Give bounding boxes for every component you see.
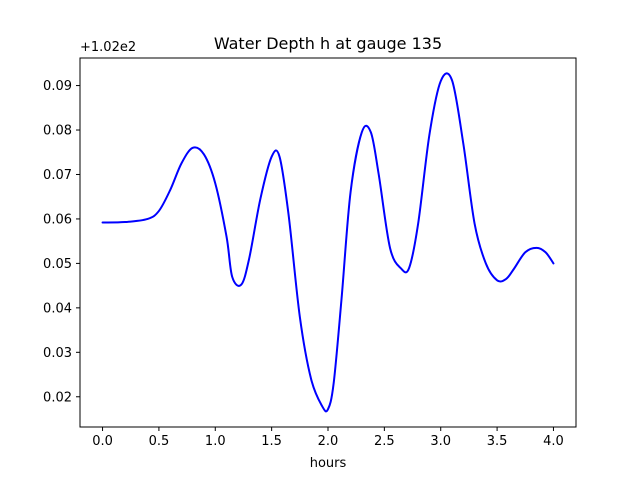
plot-frame	[79, 57, 577, 428]
x-tick-label: 2.0	[318, 434, 339, 449]
y-tick-label: 0.07	[43, 168, 72, 183]
ticks-layer: 0.0 0.5 1.0 1.5 2.0 2.5 3.0 3.5 4.0 0.02 0.03 0.04 0…	[43, 79, 564, 449]
y-tick-label: 0.04	[43, 301, 72, 316]
x-tick-label: 4.0	[543, 434, 564, 449]
x-tick-label: 1.5	[261, 434, 282, 449]
x-axis-label: hours	[310, 456, 347, 471]
y-axis-offset-label: +1.02e2	[80, 40, 136, 55]
y-tick-label: 0.09	[43, 79, 72, 94]
y-tick-label: 0.02	[43, 390, 72, 405]
x-tick-label: 3.0	[430, 434, 451, 449]
y-tick-label: 0.03	[43, 346, 72, 361]
series-line	[101, 72, 555, 413]
chart-title: Water Depth h at gauge 135	[214, 34, 442, 53]
y-tick-label: 0.08	[43, 124, 72, 139]
plot-area	[101, 72, 555, 413]
x-tick-label: 0.5	[149, 434, 170, 449]
y-tick-label: 0.06	[43, 212, 72, 227]
x-tick-label: 2.5	[374, 434, 395, 449]
x-tick-label: 1.0	[205, 434, 226, 449]
y-tick-label: 0.05	[43, 257, 72, 272]
x-tick-label: 3.5	[487, 434, 508, 449]
x-tick-label: 0.0	[92, 434, 113, 449]
